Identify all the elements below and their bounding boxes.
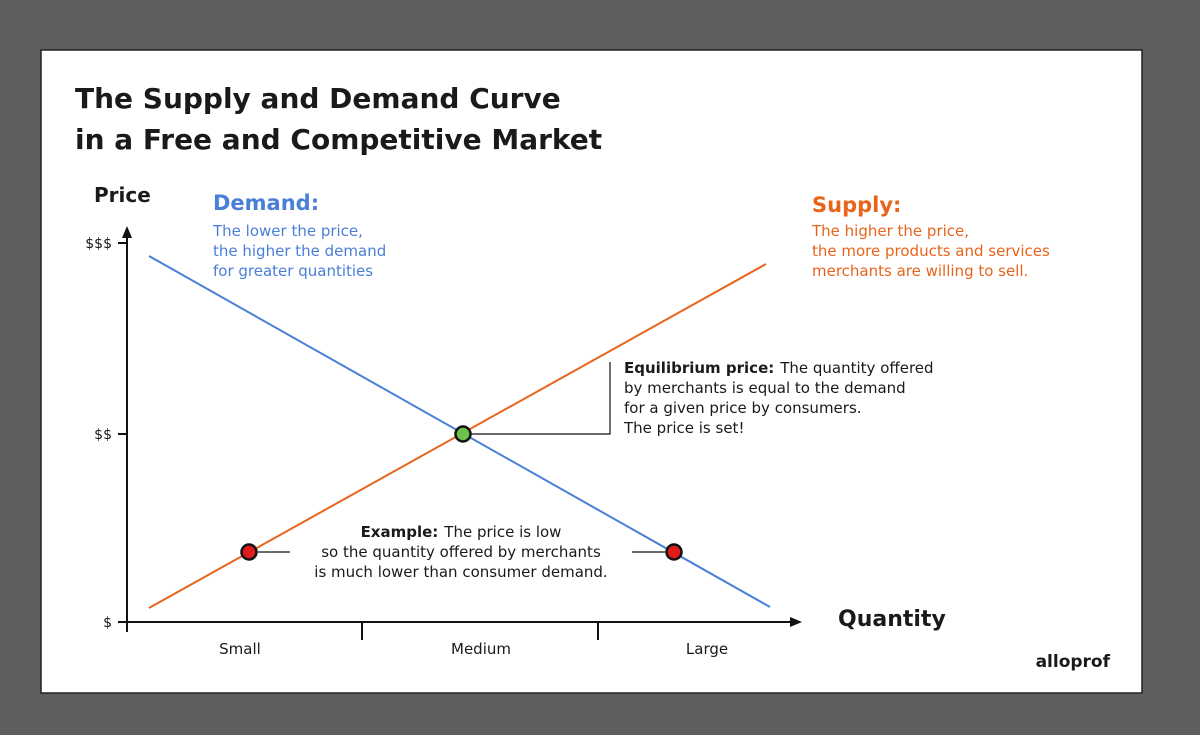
example-line: is much lower than consumer demand. <box>314 563 607 581</box>
example-line: so the quantity offered by merchants <box>321 543 601 561</box>
demand-heading: Demand: <box>213 191 319 215</box>
x-tick-label: Small <box>219 640 261 658</box>
example-line: The price is low <box>443 523 561 541</box>
equilibrium-point <box>454 425 472 443</box>
supply-text: the more products and services <box>812 242 1050 260</box>
example-point <box>240 543 258 561</box>
supply-text: merchants are willing to sell. <box>812 262 1028 280</box>
equilibrium-line: The quantity offered <box>779 359 933 377</box>
equilibrium-line: The price is set! <box>623 419 744 437</box>
x-tick-label: Large <box>686 640 728 658</box>
equilibrium-line: by merchants is equal to the demand <box>624 379 906 397</box>
demand-text: The lower the price, <box>212 222 363 240</box>
card <box>40 49 1143 694</box>
equilibrium-heading: Equilibrium price: <box>624 359 774 377</box>
equilibrium-line: for a given price by consumers. <box>624 399 862 417</box>
title-line: The Supply and Demand Curve <box>75 82 561 115</box>
y-axis-label: Price <box>94 183 151 207</box>
supply-heading: Supply: <box>812 193 901 217</box>
logo: alloprof <box>1036 652 1111 672</box>
x-tick-label: Medium <box>451 640 511 658</box>
supply-text: The higher the price, <box>811 222 969 240</box>
equilibrium-text: Equilibrium price: The quantity offered <box>624 359 934 377</box>
title-line: in a Free and Competitive Market <box>75 123 602 156</box>
x-arrow <box>790 617 802 627</box>
y-tick-label: $$ <box>94 427 112 443</box>
example-heading: Example: <box>361 523 439 541</box>
y-tick-label: $ <box>103 615 112 631</box>
connector <box>470 362 611 435</box>
demand-text: the higher the demand <box>213 242 386 260</box>
example-text: Example: The price is low <box>361 523 562 541</box>
x-axis-label: Quantity <box>838 607 946 632</box>
y-arrow <box>122 226 132 238</box>
y-tick-label: $$$ <box>85 236 112 252</box>
example-point <box>665 543 683 561</box>
demand-text: for greater quantities <box>213 262 373 280</box>
